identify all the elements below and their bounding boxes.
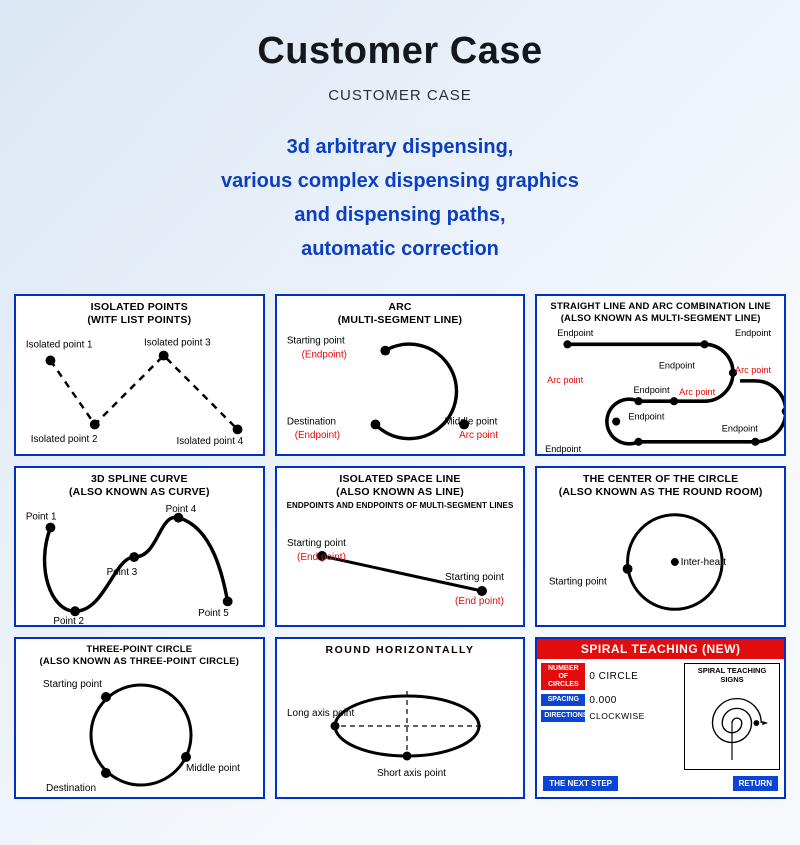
card-title: ROUND HORIZONTALLY <box>277 639 524 659</box>
spiral-row-spacing: SPACING 0.000 <box>541 694 680 706</box>
spiral-chip-spacing[interactable]: SPACING <box>541 694 585 706</box>
card-arc: ARC (MULTI-SEGMENT LINE) Starting point … <box>275 294 526 456</box>
svg-text:(End point): (End point) <box>297 552 346 563</box>
card-three-point-circle: THREE-POINT CIRCLE (ALSO KNOWN AS THREE-… <box>14 637 265 799</box>
card-title: ARC (MULTI-SEGMENT LINE) <box>277 296 524 329</box>
description: 3d arbitrary dispensing, various complex… <box>14 130 786 266</box>
svg-text:Starting point: Starting point <box>549 576 607 587</box>
svg-text:Isolated point 4: Isolated point 4 <box>176 436 243 447</box>
svg-text:Short axis point: Short axis point <box>377 768 446 779</box>
svg-text:Endpoint: Endpoint <box>659 361 695 371</box>
svg-text:(Endpoint): (Endpoint) <box>301 350 346 361</box>
svg-text:Endpoint: Endpoint <box>545 444 581 454</box>
svg-text:Starting point: Starting point <box>445 572 504 583</box>
card-grid: ISOLATED POINTS (WITF LIST POINTS) Isola… <box>14 294 786 799</box>
card-sub-red: ENDPOINTS AND ENDPOINTS OF MULTI-SEGMENT… <box>277 501 524 510</box>
svg-text:(Endpoint): (Endpoint) <box>294 430 339 441</box>
desc-line: 3d arbitrary dispensing, <box>14 130 786 164</box>
page: Customer Case CUSTOMER CASE 3d arbitrary… <box>0 0 800 845</box>
svg-text:Endpoint: Endpoint <box>634 385 670 395</box>
spiral-header: SPIRAL TEACHING (NEW) <box>537 639 784 659</box>
svg-text:Arc point: Arc point <box>459 430 498 441</box>
svg-text:Endpoint: Endpoint <box>735 328 771 338</box>
svg-text:Starting point: Starting point <box>287 538 346 549</box>
card-spline: 3D SPLINE CURVE (ALSO KNOWN AS CURVE) Po… <box>14 466 265 628</box>
spiral-next-button[interactable]: THE NEXT STEP <box>543 776 618 791</box>
svg-text:Arc point: Arc point <box>735 365 771 375</box>
spiral-val-number: 0 CIRCLE <box>589 671 638 682</box>
card-title: THE CENTER OF THE CIRCLE (ALSO KNOWN AS … <box>537 468 784 501</box>
diagram-ellipse: Long axis point Short axis point <box>277 661 526 799</box>
svg-text:Long axis point: Long axis point <box>287 708 354 719</box>
diagram-line: Starting point (End point) Starting poin… <box>277 516 526 626</box>
svg-text:Point 5: Point 5 <box>198 608 229 619</box>
diagram-isolated-points: Isolated point 1 Isolated point 3 Isolat… <box>16 326 262 454</box>
svg-text:Isolated point 3: Isolated point 3 <box>144 338 211 349</box>
svg-text:Point 3: Point 3 <box>107 566 138 577</box>
svg-text:Endpoint: Endpoint <box>558 328 594 338</box>
desc-line: various complex dispensing graphics <box>14 164 786 198</box>
spiral-chip-number[interactable]: NUMBER OF CIRCLES <box>541 663 585 690</box>
spiral-row-number: NUMBER OF CIRCLES 0 CIRCLE <box>541 663 680 690</box>
spiral-body: NUMBER OF CIRCLES 0 CIRCLE SPACING 0.000… <box>537 659 784 774</box>
card-title: ISOLATED POINTS (WITF LIST POINTS) <box>16 296 263 329</box>
spiral-row-dir: DIRECTIONS CLOCKWISE <box>541 710 680 722</box>
spiral-icon <box>687 684 777 762</box>
spiral-val-dir: CLOCKWISE <box>589 711 645 721</box>
svg-text:Inter-heart: Inter-heart <box>681 557 727 568</box>
svg-text:Isolated point 2: Isolated point 2 <box>31 434 98 445</box>
spiral-signs-title: SPIRAL TEACHING SIGNS <box>687 666 777 684</box>
card-spiral-teaching: SPIRAL TEACHING (NEW) NUMBER OF CIRCLES … <box>535 637 786 799</box>
desc-line: automatic correction <box>14 232 786 266</box>
spiral-footer: THE NEXT STEP RETURN <box>537 776 784 795</box>
diagram-arc: Starting point (Endpoint) Destination (E… <box>277 326 523 454</box>
page-title: Customer Case <box>14 30 786 73</box>
svg-text:Point 1: Point 1 <box>26 511 57 522</box>
card-center-circle: THE CENTER OF THE CIRCLE (ALSO KNOWN AS … <box>535 466 786 628</box>
diagram-center-circle: Starting point Inter-heart <box>537 498 783 626</box>
spiral-signs-panel: SPIRAL TEACHING SIGNS <box>684 663 780 770</box>
card-round-horizontally: ROUND HORIZONTALLY Long axis point Short… <box>275 637 526 799</box>
svg-text:Point 4: Point 4 <box>166 503 197 514</box>
svg-text:Endpoint: Endpoint <box>722 424 758 434</box>
diagram-spline: Point 1 Point 2 Point 3 Point 4 Point 5 <box>16 498 262 626</box>
card-isolated-points: ISOLATED POINTS (WITF LIST POINTS) Isola… <box>14 294 265 456</box>
svg-text:(End point): (End point) <box>455 596 504 607</box>
page-subtitle: CUSTOMER CASE <box>14 87 786 104</box>
card-title: ISOLATED SPACE LINE (ALSO KNOWN AS LINE) <box>277 468 524 501</box>
spiral-chip-dir[interactable]: DIRECTIONS <box>541 710 585 722</box>
spiral-return-button[interactable]: RETURN <box>733 776 778 791</box>
diagram-three-point-circle: Starting point Middle point Destination <box>16 665 265 799</box>
svg-text:Middle point: Middle point <box>444 416 497 427</box>
svg-text:Destination: Destination <box>46 783 96 794</box>
spiral-left: NUMBER OF CIRCLES 0 CIRCLE SPACING 0.000… <box>541 663 680 770</box>
desc-line: and dispensing paths, <box>14 198 786 232</box>
card-title: 3D SPLINE CURVE (ALSO KNOWN AS CURVE) <box>16 468 263 501</box>
svg-text:Isolated point 1: Isolated point 1 <box>26 340 93 351</box>
svg-text:Middle point: Middle point <box>186 763 240 774</box>
spiral-val-spacing: 0.000 <box>589 695 617 706</box>
card-line-arc-combo: STRAIGHT LINE AND ARC COMBINATION LINE (… <box>535 294 786 456</box>
diagram-combo-line: Endpoint Endpoint Endpoint Endpoint Endp… <box>537 322 786 454</box>
svg-text:Destination: Destination <box>287 416 336 427</box>
svg-text:Endpoint: Endpoint <box>629 411 665 421</box>
svg-text:Arc point: Arc point <box>679 387 715 397</box>
card-space-line: ISOLATED SPACE LINE (ALSO KNOWN AS LINE)… <box>275 466 526 628</box>
svg-text:Point 2: Point 2 <box>53 616 84 626</box>
svg-text:Starting point: Starting point <box>43 679 102 690</box>
svg-text:Starting point: Starting point <box>287 336 345 347</box>
svg-text:Arc point: Arc point <box>547 375 583 385</box>
